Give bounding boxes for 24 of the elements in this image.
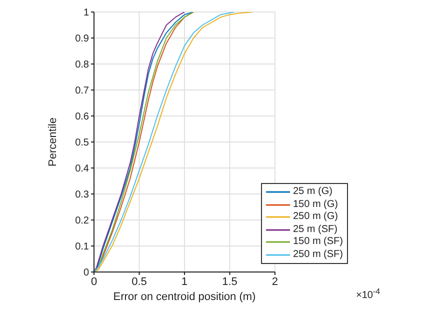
y-tick-label: 0.6 [75, 112, 90, 123]
y-tick-label: 0.9 [75, 34, 90, 45]
legend-label: 150 m (SF) [292, 236, 343, 248]
legend-label: 250 m (G) [292, 211, 338, 224]
x-axis-title: Error on centroid position (m) [113, 291, 256, 303]
text: ×10$^{-4}$ [356, 286, 381, 301]
x-tick-label: 2 [272, 276, 278, 288]
legend-label: 25 m (SF) [292, 224, 338, 236]
legend-label: 25 m (G) [292, 186, 332, 198]
y-tick-label: 1 [83, 8, 90, 19]
y-tick-label: 0.2 [75, 216, 90, 227]
y-tick-label: 0.7 [75, 86, 90, 97]
y-tick-label: 0 [83, 268, 90, 279]
x-tick-label: 1.5 [222, 276, 238, 288]
y-tick-label: 0.8 [75, 60, 90, 71]
legend-label: 250 m (SF) [292, 248, 343, 261]
x-tick-label: 1 [181, 276, 188, 288]
x-tick-label: 0.5 [132, 276, 147, 288]
y-tick-label: 0.4 [75, 164, 90, 175]
y-tick-label: 0.5 [75, 138, 90, 149]
y-tick-label: 0.1 [75, 242, 90, 253]
y-axis-title: Percentile [46, 118, 59, 166]
y-tick-label: 0.3 [75, 190, 90, 201]
legend-label: 150 m (G) [292, 198, 338, 211]
